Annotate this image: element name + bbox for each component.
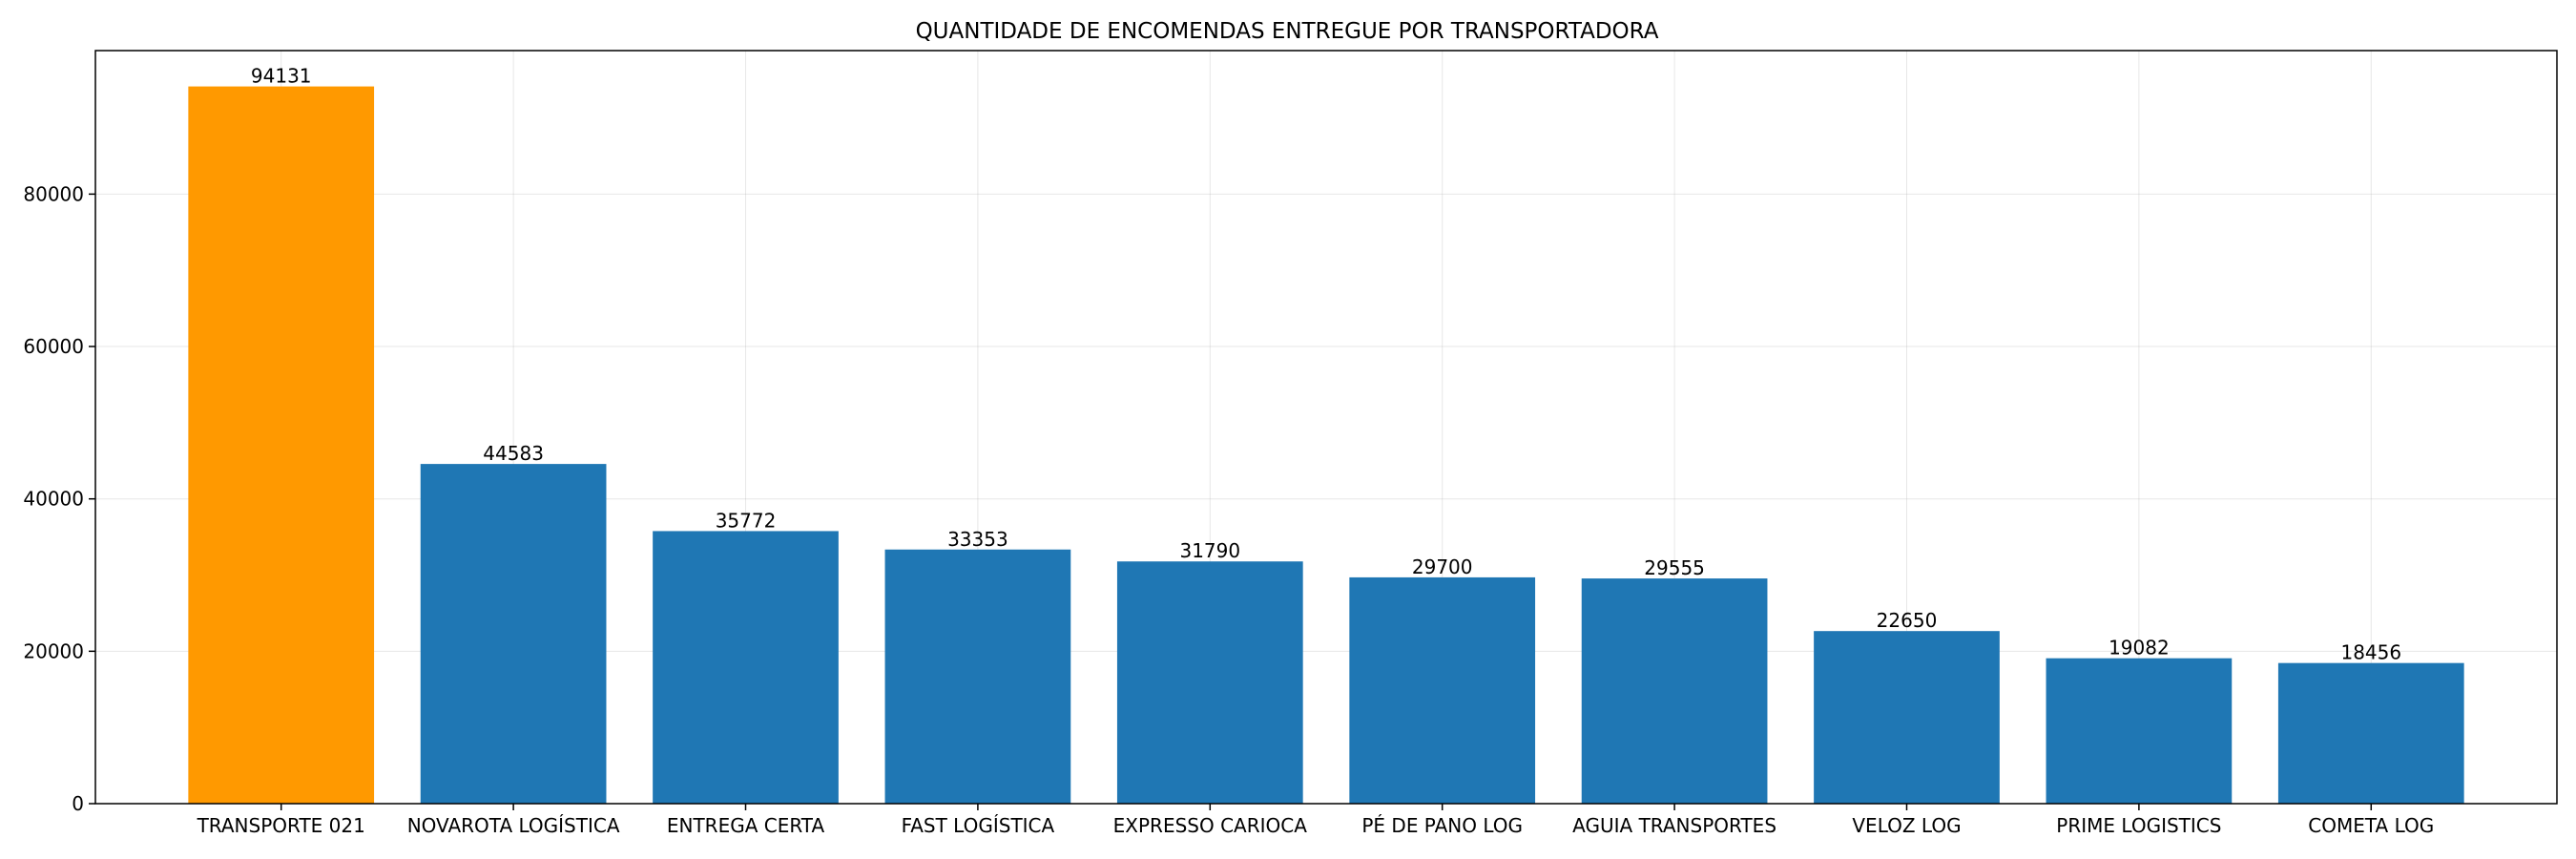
x-tick-label-8: PRIME LOGISTICS <box>2056 814 2221 837</box>
bar-value-label-0: 94131 <box>251 65 312 88</box>
bar-value-label-3: 33353 <box>947 528 1008 551</box>
x-tick-label-7: VELOZ LOG <box>1852 814 1961 837</box>
y-tick-label-2: 40000 <box>23 488 84 511</box>
x-tick-label-5: PÉ DE PANO LOG <box>1361 814 1523 837</box>
x-tick-label-6: AGUIA TRANSPORTES <box>1572 814 1776 837</box>
bar-value-label-2: 35772 <box>716 509 777 532</box>
value-labels: 94131 44583 35772 33353 31790 29700 29555 22650… <box>251 65 2401 664</box>
bar-9 <box>2277 662 2464 804</box>
bar-value-label-6: 29555 <box>1644 556 1705 579</box>
bar-6 <box>1581 578 1768 804</box>
bar-value-label-7: 22650 <box>1877 609 1938 632</box>
bar-5 <box>1349 576 1536 804</box>
x-tick-label-2: ENTREGA CERTA <box>667 814 825 837</box>
bars <box>188 86 2464 805</box>
bar-2 <box>653 531 839 804</box>
bar-0 <box>188 86 375 805</box>
y-tick-label-1: 20000 <box>23 639 84 662</box>
bar-7 <box>1814 631 2000 804</box>
bar-value-label-4: 31790 <box>1179 539 1240 562</box>
bar-value-label-9: 18456 <box>2340 641 2401 664</box>
x-tick-label-0: TRANSPORTE 021 <box>197 814 365 837</box>
x-tick-label-9: COMETA LOG <box>2308 814 2434 837</box>
x-axis: TRANSPORTE 021 NOVAROTA LOGÍSTICA ENTREGA … <box>197 804 2434 837</box>
x-tick-label-4: EXPRESSO CARIOCA <box>1113 814 1308 837</box>
y-axis: 0 20000 40000 60000 80000 <box>23 182 95 815</box>
bar-value-label-8: 19082 <box>2109 637 2170 660</box>
y-tick-label-4: 80000 <box>23 182 84 205</box>
bar-3 <box>884 549 1071 804</box>
x-tick-label-1: NOVAROTA LOGÍSTICA <box>407 814 620 837</box>
bar-8 <box>2046 658 2233 804</box>
y-tick-label-0: 0 <box>72 792 84 815</box>
chart-title: QUANTIDADE DE ENCOMENDAS ENTREGUE POR TR… <box>916 19 1659 44</box>
bar-4 <box>1116 561 1303 804</box>
plot-frame <box>94 50 2558 805</box>
bar-value-label-1: 44583 <box>483 442 544 465</box>
x-tick-label-3: FAST LOGÍSTICA <box>902 814 1055 837</box>
bar-1 <box>420 464 607 804</box>
y-tick-label-3: 60000 <box>23 335 84 358</box>
bar-value-label-5: 29700 <box>1412 555 1473 578</box>
